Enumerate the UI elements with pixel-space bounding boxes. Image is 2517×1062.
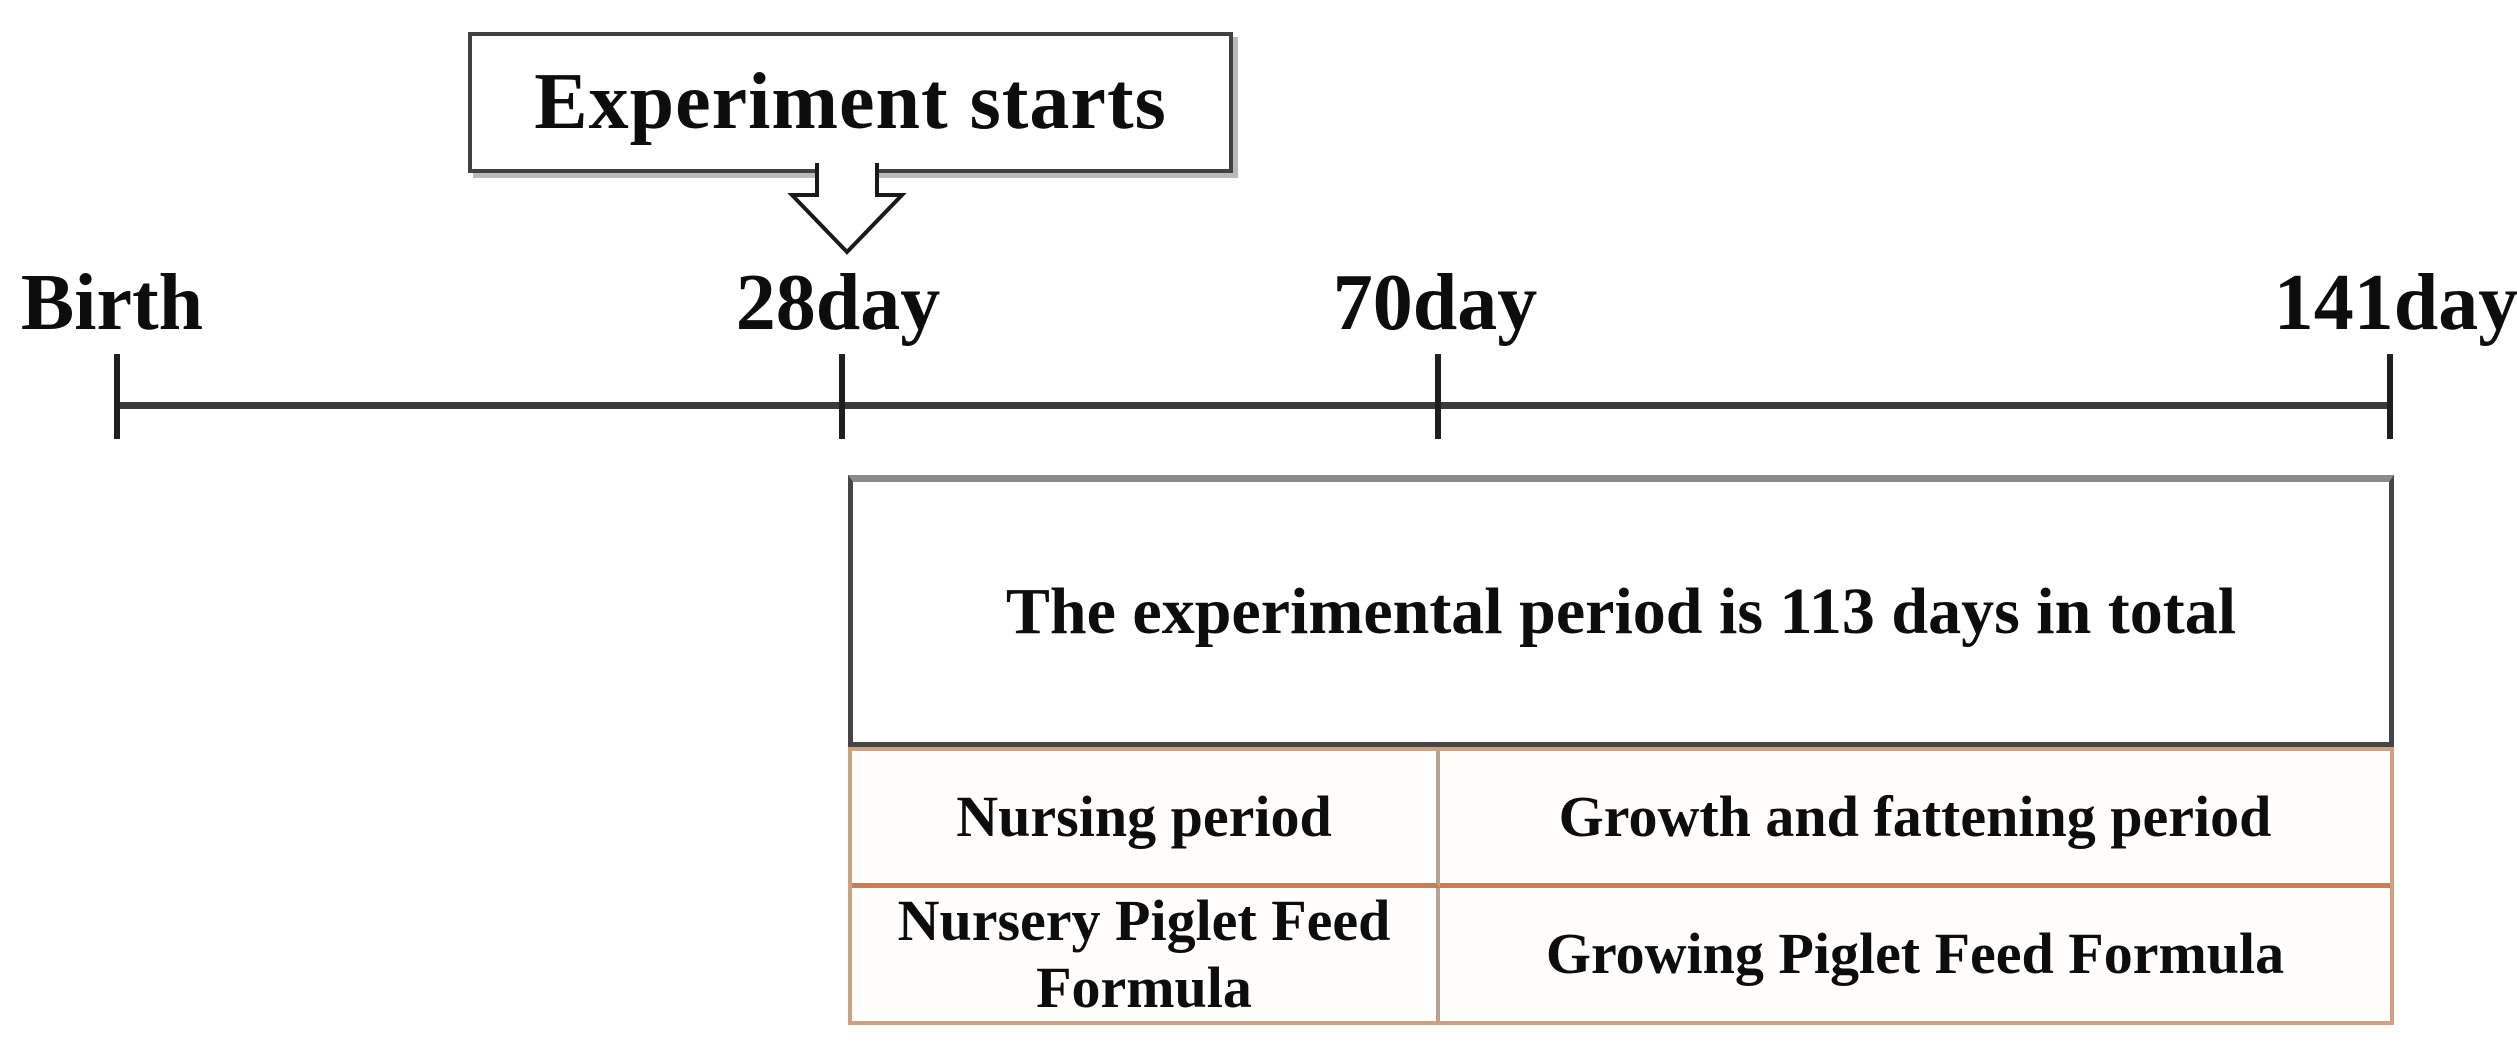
experiment-starts-label: Experiment starts bbox=[534, 58, 1167, 146]
cell-nursing-period: Nursing period bbox=[852, 751, 1440, 888]
nursing-period-label: Nursing period bbox=[956, 783, 1332, 849]
cell-growth-fattening-period: Growth and fattening period bbox=[1440, 751, 2390, 888]
cell-nursery-feed-formula: Nursery Piglet Feed Formula bbox=[852, 888, 1440, 1022]
experimental-period-box: The experimental period is 113 days in t… bbox=[848, 475, 2394, 747]
timeline-label-birth: Birth bbox=[20, 259, 204, 347]
growing-feed-formula-label: Growing Piglet Feed Formula bbox=[1545, 921, 2285, 987]
timeline-label-70day: 70day bbox=[1332, 259, 1538, 347]
timeline-label-28day: 28day bbox=[735, 259, 941, 347]
timeline-tick-141day bbox=[2387, 354, 2393, 439]
timeline-tick-birth bbox=[114, 354, 120, 439]
experiment-starts-box: Experiment starts bbox=[468, 32, 1233, 173]
down-arrow-icon bbox=[787, 163, 907, 255]
feed-period-table: Nursing period Growth and fattening peri… bbox=[848, 747, 2394, 1025]
growth-fattening-period-label: Growth and fattening period bbox=[1558, 783, 2272, 849]
cell-growing-feed-formula: Growing Piglet Feed Formula bbox=[1440, 888, 2390, 1022]
timeline-label-141day: 141day bbox=[2273, 259, 2517, 347]
experimental-period-label: The experimental period is 113 days in t… bbox=[1005, 575, 2237, 648]
timeline-tick-70day bbox=[1435, 354, 1441, 439]
nursery-feed-formula-label: Nursery Piglet Feed Formula bbox=[897, 888, 1391, 1020]
timeline-tick-28day bbox=[839, 354, 845, 439]
timeline-axis bbox=[117, 402, 2392, 409]
